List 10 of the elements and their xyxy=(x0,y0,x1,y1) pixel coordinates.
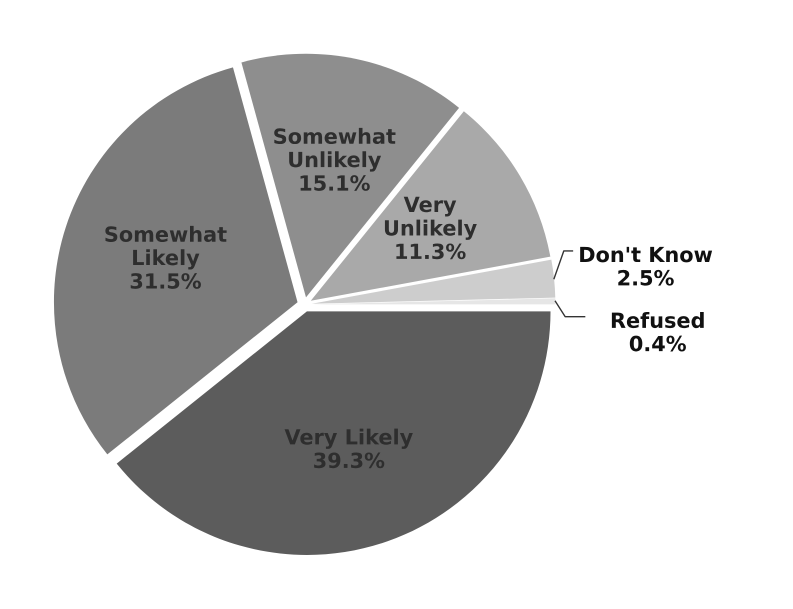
data-label: 0.4% xyxy=(630,336,686,352)
data-label: 2.5% xyxy=(618,270,674,286)
slice-label: Somewhat Unlikely xyxy=(274,128,396,172)
slice-label: Somewhat Likely xyxy=(105,226,227,270)
slice-label: Very Unlikely xyxy=(384,196,477,240)
slice-label: Refused xyxy=(612,312,704,328)
data-label: 15.1% xyxy=(300,175,370,191)
slice-label: Don't Know xyxy=(580,246,712,262)
data-label: 31.5% xyxy=(130,273,201,289)
data-label: 11.3% xyxy=(396,243,466,260)
